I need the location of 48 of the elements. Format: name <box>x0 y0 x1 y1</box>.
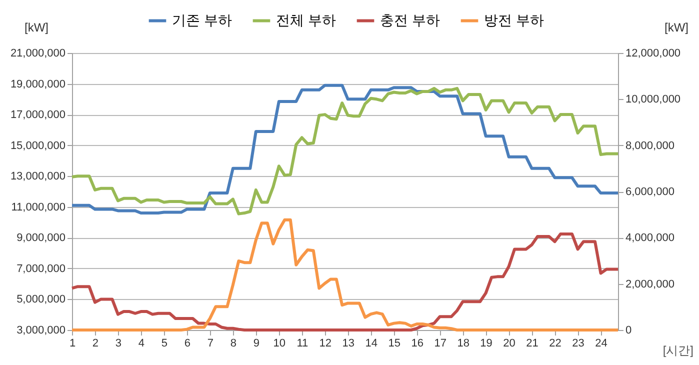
x-tick-label: 6 <box>184 338 191 350</box>
y-axis-title: [kW] <box>24 20 48 34</box>
y-tick-label: 13,000,000 <box>10 170 66 183</box>
y2-tick-label: 2,000,000 <box>626 278 674 290</box>
y-tick-label: 11,000,000 <box>11 201 66 214</box>
x-tick-label: 16 <box>411 338 424 350</box>
y-tick-label: 19,000,000 <box>10 78 66 90</box>
x-tick-label: 2 <box>92 338 99 350</box>
x-tick-label: 5 <box>161 338 168 350</box>
x-tick-label: 23 <box>572 338 584 350</box>
y2-axis-title: [kW] <box>664 20 688 34</box>
x-tick-label: 13 <box>342 338 354 350</box>
y-tick-label: 17,000,000 <box>10 109 66 122</box>
x-tick-label: 19 <box>480 338 492 350</box>
x-tick-label: 15 <box>388 338 400 350</box>
x-tick-label: 22 <box>549 338 562 350</box>
x-axis-title: [시간] <box>662 344 694 358</box>
x-tick-label: 17 <box>434 338 446 350</box>
x-tick-label: 9 <box>253 338 260 350</box>
x-tick-label: 3 <box>115 338 122 350</box>
legend-label: 전체 부하 <box>276 12 336 28</box>
y2-tick-label: 10,000,000 <box>626 94 681 106</box>
x-tick-label: 1 <box>69 338 76 350</box>
y-tick-label: 15,000,000 <box>10 140 66 152</box>
y2-tick-label: 12,000,000 <box>626 48 681 60</box>
x-tick-label: 7 <box>207 338 214 350</box>
y2-tick-label: 0 <box>626 324 632 336</box>
x-tick-label: 20 <box>503 338 516 350</box>
x-tick-label: 11 <box>296 338 308 350</box>
y-tick-label: 3,000,000 <box>16 324 66 336</box>
y-tick-label: 5,000,000 <box>16 294 66 306</box>
x-tick-label: 21 <box>526 338 538 350</box>
y2-tick-label: 8,000,000 <box>626 140 674 152</box>
x-tick-label: 18 <box>457 338 470 350</box>
x-tick-label: 24 <box>595 338 608 350</box>
x-tick-label: 12 <box>319 338 332 350</box>
legend-label: 방전 부하 <box>484 12 544 28</box>
y-tick-label: 9,000,000 <box>16 232 66 244</box>
x-tick-label: 8 <box>230 338 236 350</box>
x-tick-label: 10 <box>273 338 286 350</box>
legend-label: 기존 부하 <box>172 12 232 28</box>
x-tick-label: 14 <box>365 338 378 350</box>
y2-tick-label: 4,000,000 <box>626 232 674 244</box>
x-tick-label: 4 <box>138 338 145 350</box>
y-tick-label: 7,000,000 <box>16 262 66 275</box>
legend-label: 충전 부하 <box>380 12 440 28</box>
y-tick-label: 21,000,000 <box>10 48 66 60</box>
y2-tick-label: 6,000,000 <box>626 186 674 198</box>
